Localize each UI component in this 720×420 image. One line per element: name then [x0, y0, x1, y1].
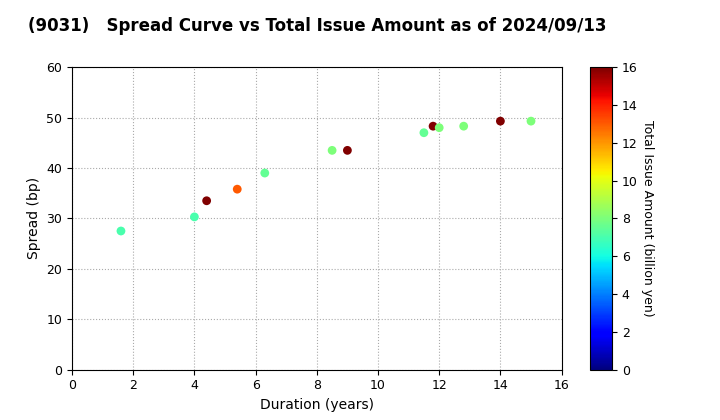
- Point: [326, 147, 338, 154]
- X-axis label: Duration (years): Duration (years): [260, 398, 374, 412]
- Point: [342, 147, 354, 154]
- Text: (9031)   Spread Curve vs Total Issue Amount as of 2024/09/13: (9031) Spread Curve vs Total Issue Amoun…: [27, 17, 606, 35]
- Point: [433, 124, 445, 131]
- Point: [418, 129, 430, 136]
- Point: [232, 186, 243, 192]
- Y-axis label: Total Issue Amount (billion yen): Total Issue Amount (billion yen): [642, 120, 654, 317]
- Point: [428, 123, 439, 129]
- Point: [201, 197, 212, 204]
- Point: [189, 213, 200, 220]
- Point: [458, 123, 469, 129]
- Point: [526, 118, 537, 124]
- Y-axis label: Spread (bp): Spread (bp): [27, 177, 41, 260]
- Point: [495, 118, 506, 124]
- Point: [115, 228, 127, 234]
- Point: [259, 170, 271, 176]
